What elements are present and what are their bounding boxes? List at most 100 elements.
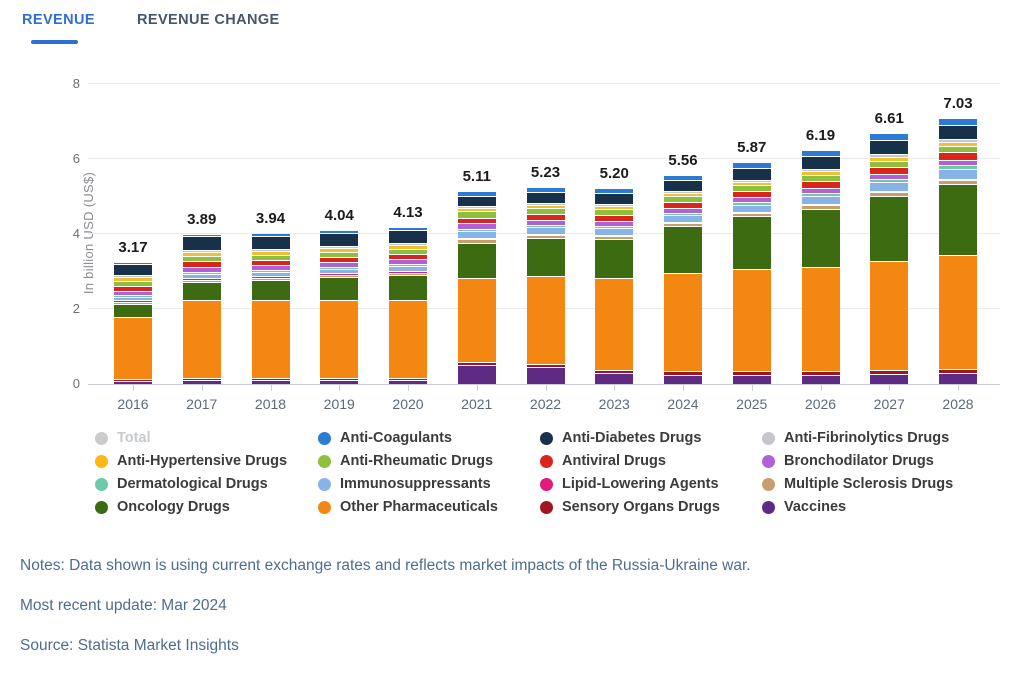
legend-item-anti-coagulants[interactable]: Anti-Coagulants [318,431,540,446]
bar-segment-lipid-lowering-agents-2021[interactable] [457,238,496,239]
bar-segment-lipid-lowering-agents-2019[interactable] [320,273,359,275]
bar-segment-sensory-organs-drugs-2025[interactable] [732,371,771,375]
bar-segment-anti-rheumatic-drugs-2023[interactable] [595,209,634,215]
bar-segment-multiple-sclerosis-drugs-2023[interactable] [595,236,634,239]
bar-segment-bronchodilator-drugs-2025[interactable] [732,197,771,202]
bar-segment-anti-coagulants-2020[interactable] [389,228,427,230]
bar-2025[interactable] [732,163,771,384]
bar-segment-sensory-organs-drugs-2028[interactable] [939,369,977,373]
bar-segment-anti-hypertensive-drugs-2025[interactable] [732,182,771,185]
legend-item-bronchodilator-drugs[interactable]: Bronchodilator Drugs [762,454,995,469]
bar-segment-immunosuppressants-2028[interactable] [939,169,977,179]
bar-segment-anti-hypertensive-drugs-2022[interactable] [526,205,565,208]
bar-segment-lipid-lowering-agents-2027[interactable] [870,191,909,192]
bar-segment-anti-fibrinolytics-drugs-2027[interactable] [870,154,909,157]
bar-segment-dermatological-drugs-2018[interactable] [251,270,290,272]
bar-segment-oncology-drugs-2026[interactable] [801,209,840,267]
bar-segment-anti-diabetes-drugs-2018[interactable] [251,236,290,249]
bar-segment-anti-fibrinolytics-drugs-2019[interactable] [320,246,359,248]
bar-segment-vaccines-2023[interactable] [595,373,634,384]
bar-segment-bronchodilator-drugs-2023[interactable] [595,221,634,226]
bar-segment-vaccines-2025[interactable] [732,375,771,384]
bar-segment-anti-coagulants-2024[interactable] [664,176,702,180]
bar-segment-bronchodilator-drugs-2020[interactable] [389,259,427,264]
bar-segment-bronchodilator-drugs-2026[interactable] [801,188,840,193]
bar-segment-multiple-sclerosis-drugs-2018[interactable] [251,278,290,280]
bar-2027[interactable] [870,134,909,384]
bar-segment-immunosuppressants-2022[interactable] [526,227,565,234]
bar-segment-bronchodilator-drugs-2017[interactable] [182,267,221,272]
bar-segment-anti-fibrinolytics-drugs-2024[interactable] [664,191,702,193]
bar-segment-sensory-organs-drugs-2019[interactable] [320,378,359,380]
bar-segment-dermatological-drugs-2027[interactable] [870,179,909,182]
bar-segment-anti-hypertensive-drugs-2026[interactable] [801,171,840,175]
bar-segment-oncology-drugs-2028[interactable] [939,184,977,255]
bar-segment-sensory-organs-drugs-2020[interactable] [389,378,427,380]
bar-segment-anti-diabetes-drugs-2028[interactable] [939,125,977,139]
bar-segment-lipid-lowering-agents-2018[interactable] [251,276,290,278]
bar-segment-vaccines-2021[interactable] [457,365,496,384]
bar-segment-multiple-sclerosis-drugs-2020[interactable] [389,273,427,275]
bar-segment-dermatological-drugs-2025[interactable] [732,202,771,205]
bar-segment-oncology-drugs-2027[interactable] [870,196,909,261]
bar-segment-lipid-lowering-agents-2026[interactable] [801,204,840,205]
bar-2022[interactable] [526,188,565,384]
bar-segment-bronchodilator-drugs-2028[interactable] [939,160,977,165]
bar-segment-lipid-lowering-agents-2016[interactable] [114,300,152,302]
bar-segment-dermatological-drugs-2023[interactable] [595,226,634,228]
bar-segment-anti-rheumatic-drugs-2017[interactable] [182,256,221,261]
bar-segment-other-pharmaceuticals-2022[interactable] [526,276,565,364]
bar-segment-other-pharmaceuticals-2018[interactable] [251,300,290,378]
bar-segment-vaccines-2026[interactable] [801,375,840,384]
bar-segment-anti-rheumatic-drugs-2020[interactable] [389,249,427,254]
bar-segment-immunosuppressants-2019[interactable] [320,269,359,273]
bar-segment-anti-hypertensive-drugs-2016[interactable] [114,277,152,281]
bar-2018[interactable] [251,234,290,384]
bar-segment-antiviral-drugs-2016[interactable] [114,286,152,291]
bar-segment-immunosuppressants-2018[interactable] [251,272,290,276]
tab-revenue[interactable]: REVENUE [22,12,95,28]
bar-segment-dermatological-drugs-2021[interactable] [457,229,496,231]
bar-segment-anti-hypertensive-drugs-2021[interactable] [457,208,496,211]
bar-2017[interactable] [182,235,221,384]
bar-2020[interactable] [389,228,427,384]
bar-segment-anti-coagulants-2017[interactable] [182,235,221,236]
bar-segment-anti-diabetes-drugs-2027[interactable] [870,140,909,154]
bar-segment-anti-fibrinolytics-drugs-2021[interactable] [457,206,496,208]
bar-segment-multiple-sclerosis-drugs-2016[interactable] [114,302,152,304]
bar-segment-sensory-organs-drugs-2018[interactable] [251,378,290,380]
bar-segment-vaccines-2016[interactable] [114,381,152,384]
bar-segment-oncology-drugs-2021[interactable] [457,243,496,278]
bar-segment-other-pharmaceuticals-2019[interactable] [320,300,359,378]
bar-segment-vaccines-2020[interactable] [389,380,427,384]
bar-segment-bronchodilator-drugs-2019[interactable] [320,262,359,267]
bar-segment-anti-fibrinolytics-drugs-2020[interactable] [389,243,427,245]
bar-segment-multiple-sclerosis-drugs-2024[interactable] [664,223,702,226]
bar-segment-anti-fibrinolytics-drugs-2028[interactable] [939,139,977,142]
bar-segment-anti-rheumatic-drugs-2016[interactable] [114,281,152,286]
bar-segment-anti-hypertensive-drugs-2027[interactable] [870,157,909,161]
bar-segment-anti-diabetes-drugs-2017[interactable] [182,236,221,250]
legend-item-anti-hypertensive-drugs[interactable]: Anti-Hypertensive Drugs [95,454,318,469]
bar-2019[interactable] [320,231,359,384]
bar-segment-anti-rheumatic-drugs-2027[interactable] [870,161,909,167]
bar-segment-anti-coagulants-2025[interactable] [732,163,771,168]
bar-segment-anti-coagulants-2028[interactable] [939,119,977,125]
bar-segment-lipid-lowering-agents-2023[interactable] [595,235,634,236]
bar-segment-lipid-lowering-agents-2025[interactable] [732,212,771,213]
bar-segment-anti-coagulants-2021[interactable] [457,192,496,196]
bar-segment-other-pharmaceuticals-2021[interactable] [457,278,496,362]
bar-segment-anti-coagulants-2022[interactable] [526,188,565,192]
bar-segment-vaccines-2018[interactable] [251,380,290,384]
bar-segment-anti-rheumatic-drugs-2019[interactable] [320,252,359,257]
bar-segment-anti-diabetes-drugs-2024[interactable] [664,180,702,191]
bar-segment-vaccines-2027[interactable] [870,374,909,384]
bar-segment-immunosuppressants-2025[interactable] [732,205,771,212]
legend-item-anti-diabetes-drugs[interactable]: Anti-Diabetes Drugs [540,431,762,446]
bar-segment-lipid-lowering-agents-2024[interactable] [664,222,702,223]
bar-segment-other-pharmaceuticals-2025[interactable] [732,269,771,371]
bar-segment-oncology-drugs-2020[interactable] [389,275,427,300]
bar-segment-antiviral-drugs-2026[interactable] [801,181,840,188]
bar-segment-sensory-organs-drugs-2026[interactable] [801,371,840,375]
bar-segment-multiple-sclerosis-drugs-2019[interactable] [320,275,359,277]
